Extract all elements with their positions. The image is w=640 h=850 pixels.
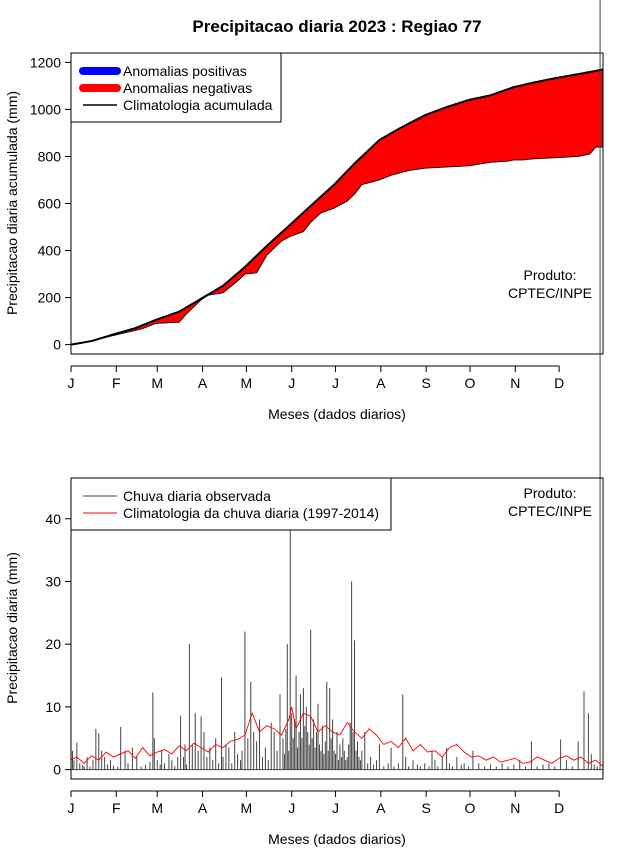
product-note-line2: CPTEC/INPE: [508, 503, 592, 519]
x-tick-label: D: [554, 800, 564, 816]
x-tick-label: A: [198, 800, 208, 816]
figure-title: Precipitacao diaria 2023 : Regiao 77: [192, 17, 481, 36]
daily-x-label: Meses (dados diarios): [268, 831, 406, 847]
x-tick-label: J: [68, 375, 75, 391]
legend-box: [70, 477, 392, 531]
y-tick-label: 30: [45, 573, 61, 589]
accumulated-panel: 0 200 400 600 800 1000 1200 J F M A M J J A S O N D Preci…: [4, 52, 604, 422]
legend-negative-label: Anomalias negativas: [123, 80, 252, 96]
climatology-accumulated-line: [70, 68, 604, 346]
observed-accumulated-line: [70, 146, 603, 345]
x-tick-label: F: [112, 800, 121, 816]
x-tick-label: A: [376, 375, 386, 391]
x-tick-label: O: [465, 375, 476, 391]
y-tick-label: 20: [45, 636, 61, 652]
daily-legend: Chuva diaria observada Climatologia da c…: [70, 477, 392, 531]
x-tick-label: F: [112, 375, 121, 391]
product-note-line2: CPTEC/INPE: [508, 285, 592, 301]
daily-y-label: Precipitacao diaria (mm): [4, 552, 20, 704]
x-tick-label: J: [68, 800, 75, 816]
y-tick-label: 600: [38, 196, 62, 212]
accumulated-plot-area: [70, 68, 604, 346]
observed-daily-bars: [70, 0, 603, 771]
y-tick-label: 200: [38, 290, 62, 306]
x-tick-label: A: [198, 375, 208, 391]
x-tick-label: N: [510, 800, 520, 816]
x-tick-label: S: [421, 375, 430, 391]
x-tick-label: J: [288, 375, 295, 391]
x-tick-label: M: [241, 375, 253, 391]
legend-observed-label: Chuva diaria observada: [123, 488, 271, 504]
accumulated-y-axis: 0 200 400 600 800 1000 1200: [30, 54, 71, 353]
x-tick-label: N: [510, 375, 520, 391]
x-tick-label: D: [554, 375, 564, 391]
x-tick-label: J: [332, 800, 339, 816]
legend-positive-label: Anomalias positivas: [123, 63, 247, 79]
y-tick-label: 1000: [30, 101, 61, 117]
accumulated-x-label: Meses (dados diarios): [268, 406, 406, 422]
daily-y-axis: 0 10 20 30 40: [45, 511, 71, 778]
y-tick-label: 800: [38, 148, 62, 164]
y-tick-label: 400: [38, 243, 62, 259]
accumulated-y-label: Precipitacao diaria acumulada (mm): [4, 91, 20, 315]
x-tick-label: J: [332, 375, 339, 391]
legend-climatology-label: Climatologia acumulada: [123, 97, 273, 113]
x-tick-label: M: [151, 800, 163, 816]
y-tick-label: 1200: [30, 54, 61, 70]
daily-panel: 0 10 20 30 40 J F M A M J J A S O N D Precipitacao diar…: [4, 0, 604, 847]
daily-climatology-line: [70, 706, 604, 767]
y-tick-label: 40: [45, 511, 61, 527]
x-tick-label: O: [465, 800, 476, 816]
y-tick-label: 0: [53, 337, 61, 353]
x-tick-label: S: [421, 800, 430, 816]
negative-anomaly-area: [71, 69, 603, 345]
x-tick-label: M: [241, 800, 253, 816]
y-tick-label: 0: [53, 762, 61, 778]
x-tick-label: J: [288, 800, 295, 816]
x-tick-label: A: [376, 800, 386, 816]
x-tick-label: M: [151, 375, 163, 391]
y-tick-label: 10: [45, 699, 61, 715]
accumulated-legend: Anomalias positivas Anomalias negativas …: [70, 52, 282, 123]
product-note-line1: Produto:: [524, 485, 577, 501]
product-note-line1: Produto:: [524, 267, 577, 283]
legend-daily-climatology-label: Climatologia da chuva diaria (1997-2014): [123, 505, 379, 521]
